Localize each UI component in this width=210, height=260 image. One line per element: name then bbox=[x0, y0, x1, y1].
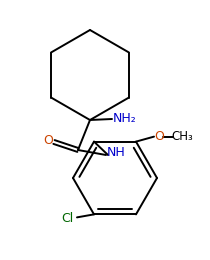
Text: CH₃: CH₃ bbox=[171, 130, 193, 143]
Text: Cl: Cl bbox=[61, 212, 73, 225]
Text: NH₂: NH₂ bbox=[113, 112, 137, 125]
Text: O: O bbox=[43, 134, 53, 147]
Text: O: O bbox=[154, 130, 164, 143]
Text: NH: NH bbox=[107, 146, 125, 159]
